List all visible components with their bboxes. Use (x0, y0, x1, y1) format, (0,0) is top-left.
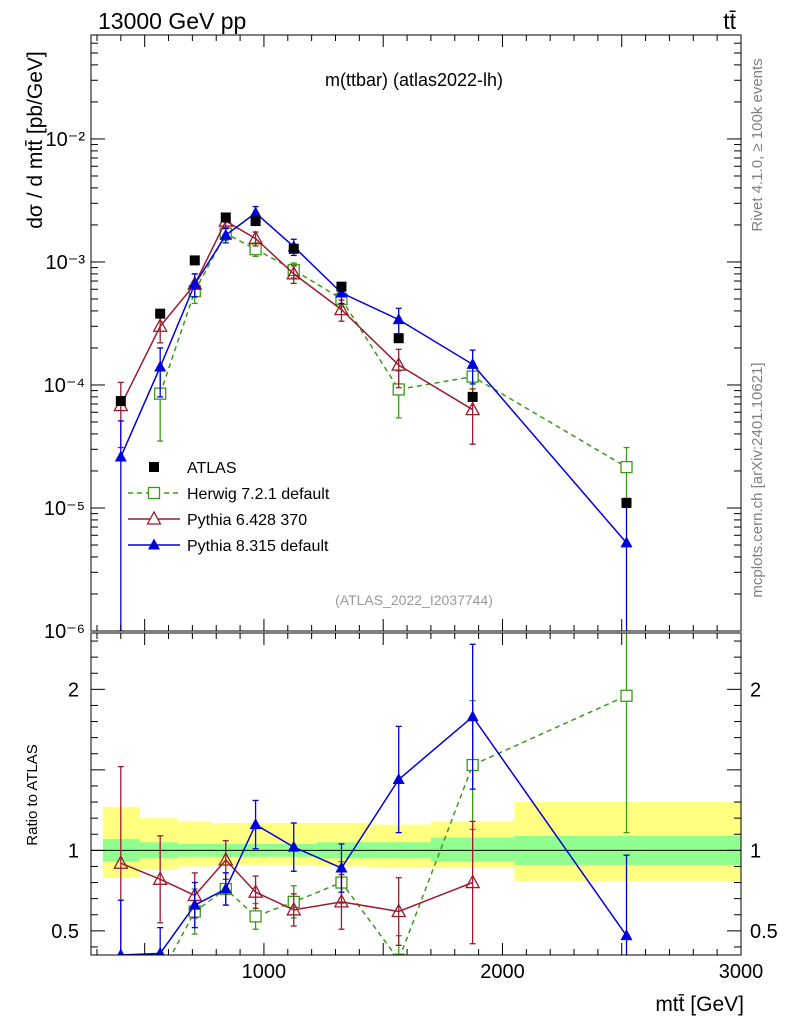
main-point-py6 (391, 356, 407, 371)
main-data-point (115, 396, 126, 407)
ratio-point-py6 (391, 903, 407, 918)
main-point-py8 (392, 313, 405, 325)
legend-label-py6: Pythia 6.428 370 (187, 512, 307, 529)
main-point-py6 (247, 230, 264, 245)
x-tick-label: 1000 (242, 961, 287, 983)
main-point-py8 (620, 536, 633, 548)
y-tick-label: 10⁻⁵ (44, 498, 85, 520)
ratio-point-py8 (466, 710, 479, 722)
legend-label-py8: Pythia 8.315 default (187, 538, 329, 555)
ratio-point-py6 (113, 854, 129, 869)
ratio-point-py8 (335, 861, 348, 873)
main-data-point (393, 333, 404, 344)
main-panel: 10⁻² 10⁻³ 10⁻⁴ 10⁻⁵ 10⁻⁶ ATLAS Herwig 7.2.1 de… (44, 34, 742, 955)
ratio-plot-area (91, 633, 741, 981)
ratio-point-py8 (249, 818, 262, 830)
ratio-point-py8 (188, 898, 201, 910)
main-point-py8 (335, 286, 348, 298)
ratio-point-py6 (286, 901, 302, 916)
rivet-version-label: Rivet 4.1.0, ≥ 100k events (749, 58, 766, 231)
plot-title: m(ttbar) (atlas2022-lh) (325, 70, 503, 90)
main-point-py8 (188, 277, 201, 289)
ratio-y-tick-label: 2 (68, 679, 79, 701)
main-point-py6 (152, 317, 168, 332)
ratio-frame (90, 632, 742, 956)
main-data-point (336, 281, 347, 292)
ratio-point-py6 (333, 893, 350, 908)
legend-marker-py8 (148, 538, 160, 550)
ratio-y-tick-label-right: 2 (750, 679, 761, 701)
main-point-py8 (249, 206, 262, 218)
legend-label-data: ATLAS (187, 460, 237, 477)
y-tick-label: 10⁻⁶ (44, 621, 85, 643)
main-data-point (288, 243, 299, 254)
ratio-point-py8 (219, 882, 232, 894)
uncertainty-band-outer (240, 822, 274, 865)
y-tick-label: 10⁻³ (46, 252, 86, 274)
ratio-y-tick-label: 0.5 (51, 921, 79, 943)
main-data-point (467, 391, 478, 402)
legend-marker-data (149, 462, 159, 472)
ratio-point-py8 (287, 840, 300, 852)
ratio-point-herwig (155, 970, 166, 981)
y-tick-label: 10⁻² (46, 129, 86, 151)
process-label: tt̄ (723, 8, 736, 34)
main-point-py8 (154, 360, 167, 372)
main-series-line-py8 (120, 212, 628, 544)
main-data-point (621, 497, 632, 508)
ratio-panel: 1000 2000 3000 0.5 0.5 1 1 2 2 (51, 632, 778, 983)
mcplots-label: mcplots.cern.ch [arXiv:2401.10621] (749, 362, 766, 597)
main-point-py6 (286, 265, 302, 280)
ratio-point-py8 (117, 948, 125, 955)
y-tick-label: 10⁻⁴ (44, 375, 85, 397)
main-data-point (155, 308, 166, 319)
ratio-point-py6 (152, 870, 168, 885)
ratio-y-tick-label-right: 1 (750, 840, 761, 862)
main-point-py8 (466, 357, 479, 369)
legend-marker-py6 (146, 510, 162, 525)
ratio-y-tick-label: 1 (68, 840, 79, 862)
ratio-point-py6 (465, 874, 481, 889)
main-point-py6 (465, 401, 481, 416)
main-data-point (220, 212, 231, 223)
main-point-herwig (620, 460, 633, 474)
legend-label-herwig: Herwig 7.2.1 default (187, 486, 330, 503)
ratio-point-py6 (247, 883, 264, 898)
x-tick-label: 3000 (719, 961, 764, 983)
main-series-line-herwig (159, 232, 627, 468)
x-axis-label: mtt̄ [GeV] (655, 993, 744, 1016)
main-point-py8 (114, 450, 127, 462)
main-data-point (189, 255, 200, 266)
ratio-y-tick-label-right: 0.5 (750, 921, 778, 943)
energy-label: 13000 GeV pp (98, 8, 246, 34)
ratio-point-py8 (620, 929, 633, 941)
x-tick-label: 2000 (480, 961, 525, 983)
ratio-series-line-py8 (120, 715, 628, 955)
main-data-point (250, 216, 261, 227)
ratio-point-py8 (392, 773, 405, 785)
main-plot-area (113, 205, 633, 631)
ratio-point-herwig (620, 689, 633, 702)
main-point-py8 (219, 228, 232, 240)
ratio-point-py8 (155, 946, 165, 955)
analysis-watermark: (ATLAS_2022_I2037744) (335, 592, 493, 608)
ratio-point-herwig (249, 910, 262, 923)
main-point-py6 (333, 301, 350, 316)
ratio-point-py6 (218, 851, 234, 866)
main-frame (90, 34, 742, 632)
ratio-y-axis-label: Ratio to ATLAS (24, 744, 41, 845)
y-axis-label: dσ / d mtt̄ [pb/GeV] (24, 51, 47, 229)
legend-marker-herwig (147, 486, 161, 500)
ratio-point-herwig (392, 953, 405, 955)
